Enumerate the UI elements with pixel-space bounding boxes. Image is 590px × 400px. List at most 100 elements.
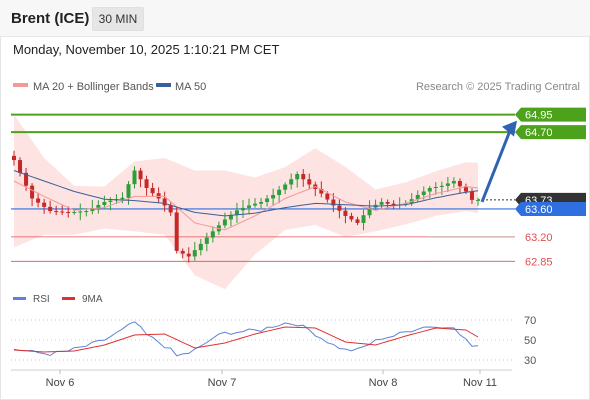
candle [138,167,143,188]
candle [457,178,462,194]
forecast-arrow-head [502,120,517,137]
x-label-1: Nov 7 [208,377,237,389]
level-label-1: 64.70 [525,127,553,139]
candle [78,203,83,221]
candle [343,207,348,224]
candle [451,177,456,188]
candle [289,173,294,190]
candle [174,207,179,254]
instrument-title: Brent (ICE) [11,10,90,27]
candle [18,157,23,177]
candle [234,202,239,224]
candle [415,190,420,202]
rsi-tick-1: 50 [524,335,536,347]
price-levels [11,113,515,262]
candle [120,192,125,204]
forecast-arrow-shaft [480,130,512,203]
candle [54,205,59,216]
rsi-grid: 70 50 30 [11,315,536,367]
candle [259,197,264,209]
candle [222,212,227,229]
level-tag-bg-1 [515,125,586,140]
candle [102,195,107,209]
candle [144,175,149,196]
candle [445,176,450,193]
candle [283,182,288,195]
legend-ma50-label: MA 50 [175,81,206,93]
timeframe-button[interactable]: 30 MIN [92,7,144,31]
x-axis-labels: Nov 6 Nov 7 Nov 8 Nov 11 [46,370,497,389]
candle [66,206,71,218]
candle [186,247,191,263]
candle [349,212,354,222]
rsi-ma-line [13,326,479,353]
legend-rsi-label: RSI [33,294,50,305]
chart-legend: MA 20 + Bollinger Bands MA 50 Research ©… [13,81,580,93]
level-tag-1: 64.70 [515,125,586,140]
candle [192,242,197,261]
forecast-arrow [480,120,517,203]
candle [295,171,300,188]
candle [391,200,396,210]
level-label-5: 62.85 [525,256,553,268]
candle [42,198,47,214]
candle [48,200,53,214]
legend-ma20-label: MA 20 + Bollinger Bands [33,81,154,93]
candle [361,209,366,231]
candle [271,188,276,206]
candle [355,216,360,226]
ma50-line [13,170,479,217]
legend-rsi-ma-swatch [62,297,75,300]
candle [162,191,167,212]
candle [30,183,35,207]
candle [12,150,16,166]
level-tag-bg-3 [515,201,586,216]
candle [96,200,101,214]
legend-rsi-ma-label: 9MA [82,294,103,305]
x-label-2: Nov 8 [369,377,398,389]
candle [265,195,270,207]
candle [476,197,480,206]
rsi-tick-2: 30 [524,355,536,367]
candle [204,232,209,252]
candle [277,185,282,204]
candle [60,205,65,216]
x-label-3: Nov 11 [463,377,497,389]
x-label-0: Nov 6 [46,377,75,389]
rsi-line [13,321,479,357]
candle [90,199,95,215]
candle [247,198,252,215]
datetime-label: Monday, November 10, 2025 1:10:21 PM CET [13,42,280,57]
candle [156,187,161,204]
candle [240,199,245,218]
candle [210,226,215,243]
level-tag-3: 63.60 [515,201,586,216]
rsi-legend: RSI 9MA [13,294,103,305]
candle [198,239,203,256]
legend-ma50-swatch [156,83,171,87]
rsi-tick-0: 70 [524,315,536,327]
copyright-label: Research © 2025 Trading Central [416,81,580,93]
candle [36,192,41,208]
candle [301,169,306,187]
candle [180,248,185,259]
candle [433,182,438,195]
candle [337,199,342,219]
candle [150,182,155,197]
candle [307,173,312,190]
candle [379,198,384,210]
level-label-4: 63.20 [525,232,553,244]
legend-rsi-swatch [13,297,26,300]
bollinger-band [14,114,478,290]
candle [469,188,474,204]
candle [385,199,390,209]
candle [132,166,137,189]
level-label-0: 64.95 [525,110,553,122]
candle [253,198,258,208]
level-tag-bg-0 [515,107,586,122]
level-label-3: 63.60 [525,204,553,216]
candle [427,185,432,199]
level-tag-0: 64.95 [515,107,586,122]
